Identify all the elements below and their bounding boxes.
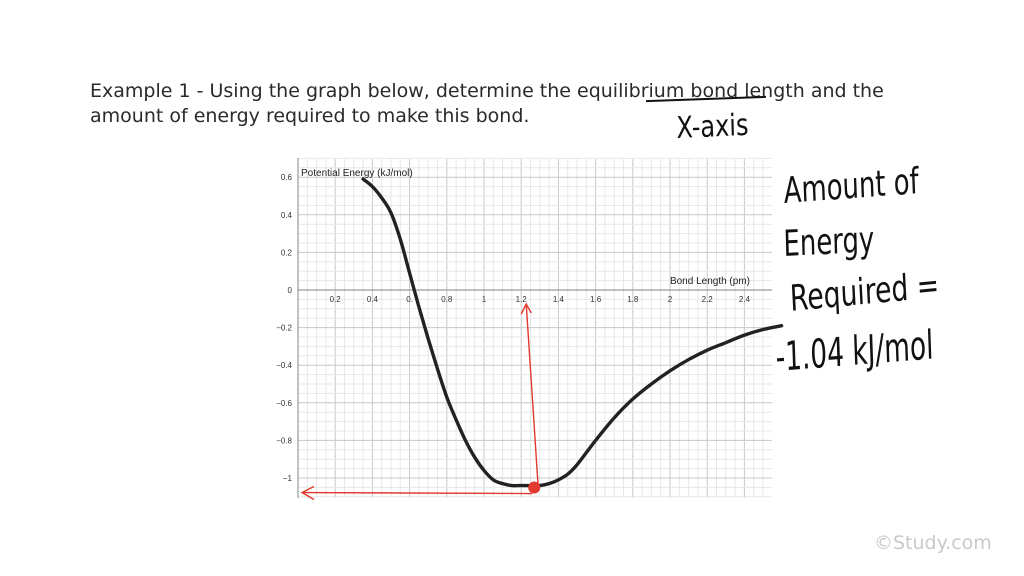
x-tick-label: 0.2 xyxy=(330,295,342,304)
y-tick-label: 0 xyxy=(288,286,293,295)
x-tick-label: 0.8 xyxy=(441,295,453,304)
horizontal-guide-arrow xyxy=(301,491,533,495)
x-tick-label: 1 xyxy=(482,295,487,304)
y-tick-label: 0.2 xyxy=(281,248,293,257)
handwritten-answer-value: -1.04 kJ/mol xyxy=(774,322,935,381)
y-tick-label: −0.4 xyxy=(276,361,292,370)
potential-energy-curve xyxy=(361,177,784,488)
x-tick-label: 1.2 xyxy=(516,295,528,304)
y-tick-label: −0.8 xyxy=(276,436,292,445)
x-tick-label: 2.4 xyxy=(739,295,751,304)
y-tick-label: 0.6 xyxy=(281,173,293,182)
horizontal-arrow-head xyxy=(300,485,315,501)
y-tick-label: −0.6 xyxy=(276,399,292,408)
chart-axes xyxy=(297,158,772,498)
vertical-arrow-head xyxy=(520,302,532,315)
chart-tick-labels: 0.2 0.4 0. 0.8 1 1.2 1.4 1.6 1.8 2 2.2 2.4 0.6 0.4 0.2… xyxy=(276,173,750,483)
chart-series xyxy=(361,177,784,488)
chart-annotations xyxy=(300,302,541,501)
y-tick-label: −0.2 xyxy=(276,324,292,333)
equilibrium-point xyxy=(528,481,541,494)
x-tick-label: 2 xyxy=(668,295,673,304)
x-tick-label: 0.4 xyxy=(367,295,379,304)
x-tick-label: 1.8 xyxy=(627,295,639,304)
x-axis-label: Bond Length (pm) xyxy=(670,276,750,287)
question-text: Example 1 - Using the graph below, deter… xyxy=(90,80,884,127)
chart-grid xyxy=(297,157,772,498)
x-tick-label: 1.6 xyxy=(590,295,602,304)
vertical-guide-arrow xyxy=(525,303,539,488)
y-tick-label: −1 xyxy=(283,474,293,483)
y-axis-label: Potential Energy (kJ/mol) xyxy=(301,168,413,179)
chart-axis-labels: Potential Energy (kJ/mol) Bond Length (pm… xyxy=(301,168,750,287)
study-watermark: ©Study.com xyxy=(874,532,992,554)
x-tick-label: 1.4 xyxy=(553,295,565,304)
x-tick-label: 2.2 xyxy=(702,295,714,304)
x-tick-label: 0. xyxy=(406,295,413,304)
handwritten-answer-line-2: Energy xyxy=(782,219,875,265)
y-tick-label: 0.4 xyxy=(281,211,293,220)
